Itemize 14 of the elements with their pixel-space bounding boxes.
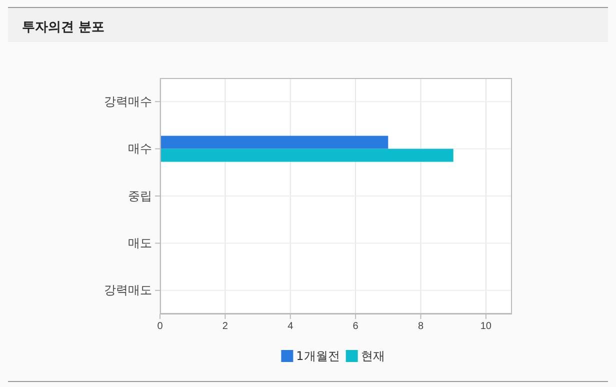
chart-title: 투자의견 분포 [22,20,105,35]
x-tick-label: 6 [352,321,359,332]
legend-label: 1개월전 [296,349,340,363]
y-tick-label: 강력매수 [104,94,152,108]
x-tick-label: 4 [288,321,294,332]
x-tick-label: 2 [222,321,228,332]
legend-label: 현재 [360,349,385,363]
y-tick-label: 강력매도 [104,283,152,298]
y-tick-label: 매수 [128,142,152,156]
x-tick-label: 10 [480,321,492,332]
x-tick-label: 0 [157,321,164,332]
y-tick-label: 중립 [128,188,152,203]
y-tick-label: 매도 [128,236,152,250]
x-tick-label: 8 [418,321,424,332]
